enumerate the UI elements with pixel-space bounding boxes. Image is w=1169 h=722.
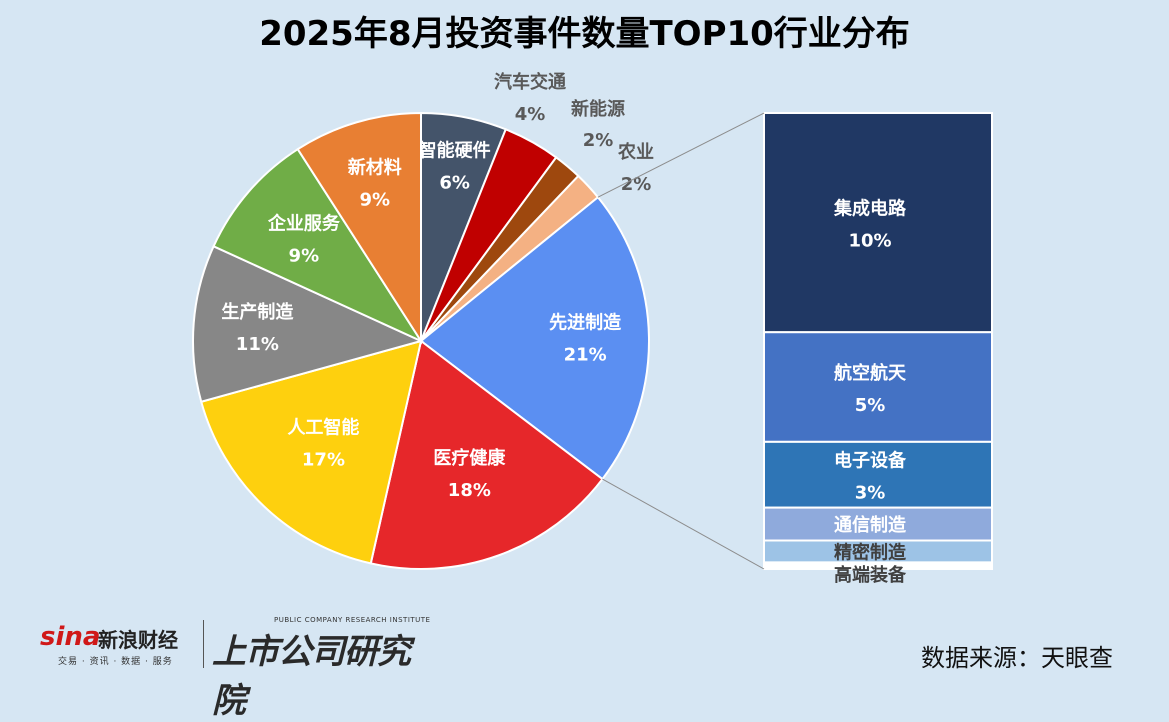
- sina-sub-text: 交易 · 资讯 · 数据 · 服务: [58, 657, 173, 667]
- bar-segment-idx-1: [763, 331, 993, 443]
- bar-pct-idx-1: 5%: [855, 395, 886, 416]
- sina-finance-logo: sina 新浪财经 交易 · 资讯 · 数据 · 服务: [40, 622, 200, 672]
- bar-label-idx-4: 精密制造: [834, 541, 906, 563]
- bar-label-idx-1: 航空航天: [834, 362, 907, 384]
- pie-pct-idx-6: 17%: [302, 449, 345, 470]
- pie-pct-idx-9: 9%: [359, 189, 390, 210]
- institute-en-text: PUBLIC COMPANY RESEARCH INSTITUTE: [274, 616, 431, 624]
- pie-slice-idx-4: [419, 195, 650, 481]
- pie-label-idx-2: 新能源: [571, 98, 625, 120]
- pie-slice-idx-6: [200, 339, 423, 565]
- pie-pct-idx-0: 6%: [439, 172, 470, 193]
- pie-slice-idx-9: [296, 111, 422, 345]
- bar-pct-idx-0: 10%: [848, 231, 891, 252]
- pie-pct-idx-1: 4%: [515, 104, 546, 125]
- bar-label-idx-5: 高端装备: [834, 564, 907, 586]
- data-source: 数据来源：天眼查: [921, 644, 1113, 672]
- connector-line-bottom: [602, 478, 765, 570]
- pie-label-idx-7: 生产制造: [221, 301, 293, 323]
- pie-label-idx-9: 新材料: [348, 156, 402, 178]
- bar-segment-idx-5: [763, 561, 993, 571]
- pie-label-idx-5: 医疗健康: [433, 447, 506, 469]
- institute-logo: PUBLIC COMPANY RESEARCH INSTITUTE 上市公司研究…: [212, 616, 442, 721]
- pie-label-idx-1: 汽车交通: [494, 71, 566, 93]
- bar-label-idx-3: 通信制造: [834, 514, 906, 536]
- bar-label-idx-2: 电子设备: [834, 450, 907, 472]
- logo-divider: [203, 620, 204, 668]
- bar-segment-idx-0: [763, 112, 993, 334]
- bar-pct-idx-2: 3%: [855, 483, 886, 504]
- pie-slice-idx-8: [212, 147, 424, 344]
- bar-segment-idx-3: [763, 506, 993, 542]
- pie-pct-idx-4: 21%: [564, 344, 607, 365]
- pie-slice-idx-7: [192, 244, 424, 403]
- pie-pct-idx-7: 11%: [236, 334, 279, 355]
- bar-segment-idx-2: [763, 440, 993, 509]
- sina-name-text: 新浪财经: [98, 628, 178, 652]
- pie-pct-idx-2: 2%: [583, 130, 614, 151]
- pie-pct-idx-5: 18%: [448, 480, 491, 501]
- sina-brand-text: sina: [40, 622, 101, 652]
- pie-pct-idx-8: 9%: [289, 245, 320, 266]
- chart-title: 2025年8月投资事件数量TOP10行业分布: [259, 14, 910, 54]
- pie-label-idx-3: 农业: [617, 141, 654, 163]
- pie-label-idx-8: 企业服务: [267, 212, 341, 234]
- pie-label-idx-6: 人工智能: [287, 416, 359, 438]
- institute-cn-text: 上市公司研究院: [212, 632, 411, 721]
- bar-label-idx-0: 集成电路: [833, 198, 907, 220]
- pie-pct-idx-3: 2%: [621, 174, 652, 195]
- pie-label-idx-0: 智能硬件: [419, 139, 491, 161]
- pie-slice-idx-5: [369, 339, 604, 570]
- pie-label-idx-4: 先进制造: [549, 311, 621, 333]
- connector-line-top: [597, 112, 765, 198]
